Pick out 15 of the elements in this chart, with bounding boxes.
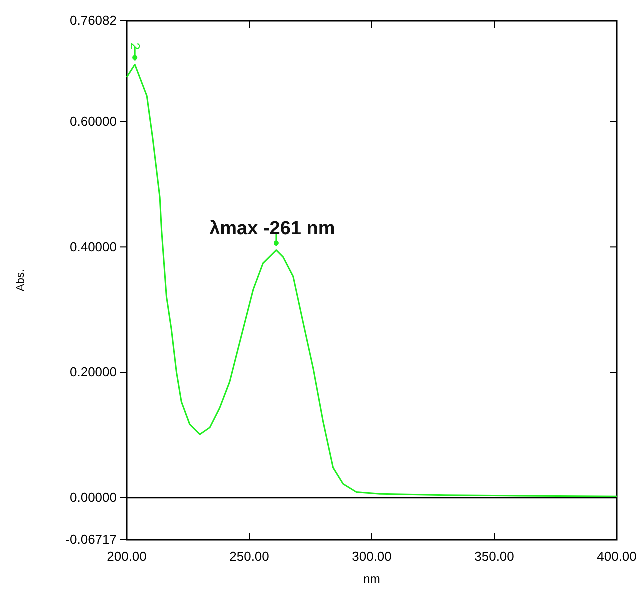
y-tick-label: -0.06717 [66, 532, 117, 548]
y-tick-label: 0.20000 [70, 364, 117, 380]
y-tick-label: 0.40000 [70, 239, 117, 254]
x-tick-label: 300.00 [352, 549, 392, 564]
y-tick-label: 0.76082 [70, 13, 117, 28]
x-tick-label: 400.00 [597, 549, 637, 564]
y-tick-label: 0.60000 [70, 114, 117, 129]
x-tick-label: 200.00 [107, 549, 147, 564]
x-tick-label: 250.00 [230, 549, 270, 564]
y-axis-title: Abs. [15, 269, 27, 292]
annotation: 2 [128, 42, 144, 50]
x-tick-label: 350.00 [474, 549, 514, 564]
annotation: λmax -261 nm [210, 218, 336, 240]
x-axis-title: nm [364, 572, 380, 586]
y-tick-label: 0.00000 [70, 490, 117, 506]
